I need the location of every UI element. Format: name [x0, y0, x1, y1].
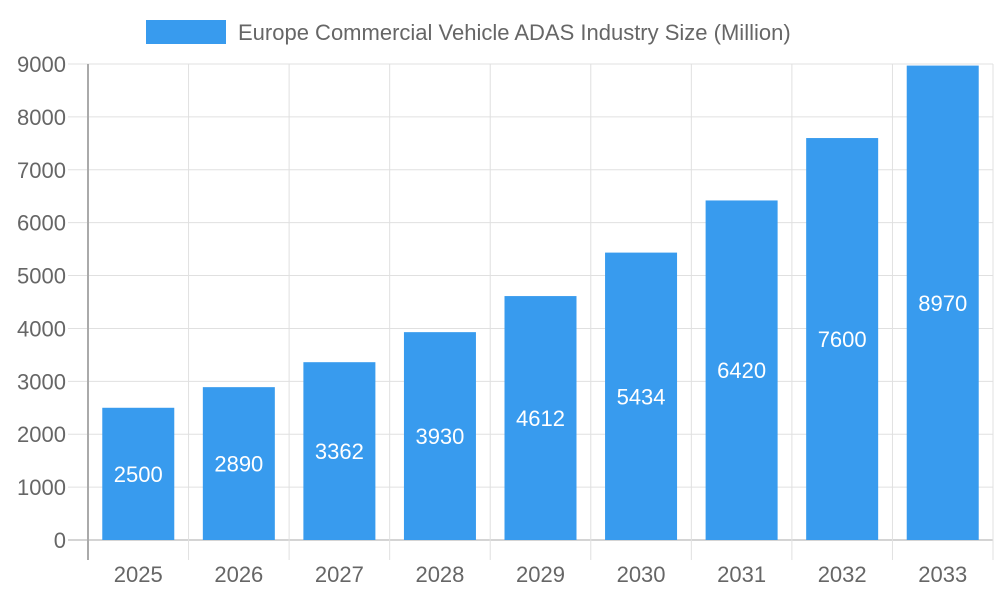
bar [102, 407, 175, 540]
y-tick-label: 1000 [17, 475, 66, 500]
bar [202, 387, 275, 540]
y-tick-label: 6000 [17, 211, 66, 236]
x-tick-label: 2025 [114, 562, 163, 587]
axis-labels: 0 1000 2000 3000 4000 5000 6000 7000 8000 9000 202… [17, 52, 967, 587]
bar [806, 138, 879, 541]
data-label: 4612 [516, 406, 565, 431]
x-tick-label: 2031 [717, 562, 766, 587]
data-label: 6420 [717, 358, 766, 383]
y-tick-label: 2000 [17, 422, 66, 447]
data-label: 3930 [415, 424, 464, 449]
data-label: 2890 [214, 452, 263, 477]
data-label: 5434 [617, 384, 666, 409]
x-tick-label: 2028 [415, 562, 464, 587]
y-tick-label: 7000 [17, 158, 66, 183]
y-tick-label: 8000 [17, 105, 66, 130]
bar [303, 362, 376, 540]
y-tick-label: 9000 [17, 52, 66, 77]
legend-swatch [146, 20, 226, 44]
y-tick-label: 3000 [17, 369, 66, 394]
bar [605, 252, 678, 540]
x-tick-label: 2029 [516, 562, 565, 587]
bar [504, 296, 577, 540]
x-tick-label: 2032 [818, 562, 867, 587]
x-tick-label: 2033 [918, 562, 967, 587]
legend[interactable]: Europe Commercial Vehicle ADAS Industry … [146, 20, 791, 45]
data-label: 7600 [818, 327, 867, 352]
y-tick-label: 0 [54, 528, 66, 553]
bar [403, 332, 476, 540]
legend-label: Europe Commercial Vehicle ADAS Industry … [238, 20, 791, 45]
bar [906, 65, 979, 540]
x-tick-label: 2027 [315, 562, 364, 587]
data-label: 2500 [114, 462, 163, 487]
bar [705, 200, 778, 540]
x-tick-label: 2026 [214, 562, 263, 587]
bars: 2500 2890 3362 3930 4612 5434 6420 7600 8970 [102, 65, 979, 541]
data-label: 8970 [918, 291, 967, 316]
y-tick-label: 4000 [17, 316, 66, 341]
data-label: 3362 [315, 439, 364, 464]
x-tick-label: 2030 [617, 562, 666, 587]
y-tick-label: 5000 [17, 264, 66, 289]
